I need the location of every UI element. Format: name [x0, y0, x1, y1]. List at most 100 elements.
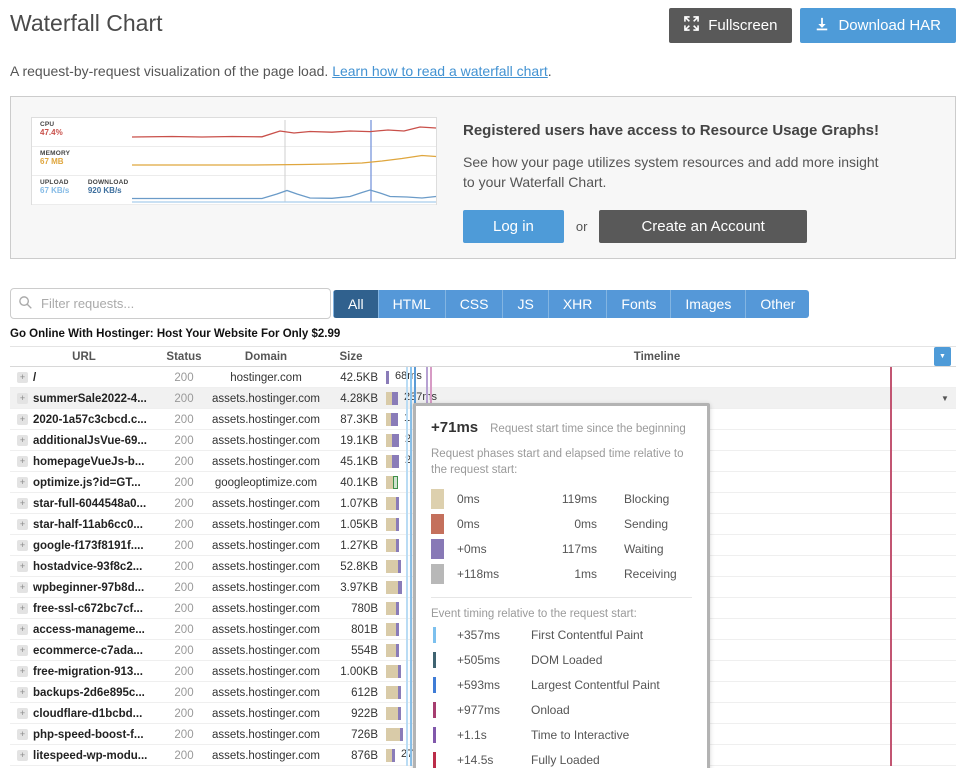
cpu-row: CPU 47.4%	[32, 118, 436, 147]
page-title: Waterfall Chart	[10, 10, 163, 36]
cpu-value: 47.4%	[40, 128, 63, 137]
url-cell: + additionalJsVue-69...	[10, 435, 158, 447]
filter-bar: All HTML CSS JS XHR Fonts	[10, 288, 956, 319]
expand-row-button[interactable]: +	[17, 498, 28, 509]
size-cell: 4.28KB	[340, 392, 378, 405]
url-cell: + php-speed-boost-f...	[10, 729, 158, 741]
expand-row-button[interactable]: +	[17, 645, 28, 656]
domain-cell: assets.hostinger.com	[211, 497, 321, 510]
expand-row-button[interactable]: +	[17, 393, 28, 404]
filter-tab[interactable]: HTML	[377, 289, 445, 318]
col-header-domain[interactable]: Domain	[244, 350, 288, 363]
status-cell: 200	[174, 665, 194, 678]
phase-row: +0ms 117ms Waiting	[431, 536, 692, 561]
phase-color-swatch	[431, 538, 444, 559]
url-cell: + star-full-6044548a0...	[10, 498, 158, 510]
request-phase-bars	[386, 392, 398, 405]
event-label: First Contentful Paint	[531, 628, 644, 643]
url-cell: + hostadvice-93f8c2...	[10, 561, 158, 573]
filter-tab[interactable]: JS	[502, 289, 548, 318]
expand-row-button[interactable]: +	[17, 519, 28, 530]
tooltip-header: +71ms Request start time since the begin…	[431, 419, 692, 436]
timeline-cell	[380, 577, 934, 598]
row-dropdown-caret[interactable]: ▼	[941, 394, 949, 403]
event-value: +357ms	[457, 628, 501, 643]
filter-tab[interactable]: CSS	[444, 289, 503, 318]
download-har-button[interactable]: Download HAR	[800, 8, 956, 43]
phase-color-swatch	[431, 513, 444, 534]
expand-row-button[interactable]: +	[17, 435, 28, 446]
expand-row-button[interactable]: +	[17, 540, 28, 551]
expand-row-button[interactable]: +	[17, 687, 28, 698]
domain-cell: googleoptimize.com	[214, 476, 318, 489]
filter-tab-label: CSS	[459, 295, 489, 312]
request-phase-bars	[386, 560, 401, 573]
status-cell: 200	[174, 434, 194, 447]
login-button[interactable]: Log in	[463, 210, 564, 244]
header-buttons: Fullscreen Download HAR	[669, 8, 956, 43]
status-cell: 200	[174, 497, 194, 510]
col-header-url[interactable]: URL	[72, 350, 96, 363]
expand-row-button[interactable]: +	[17, 456, 28, 467]
table-row[interactable]: + / 200 hostinger.com 42.5KB 68ms ▼	[10, 367, 956, 388]
url-cell: + 2020-1a57c3cbcd.c...	[10, 414, 158, 426]
event-value: +1.1s	[457, 728, 487, 743]
filter-requests-input[interactable]	[10, 288, 331, 319]
timeline-cell: 2	[380, 430, 934, 451]
col-header-timeline[interactable]: Timeline	[633, 350, 681, 363]
request-url: optimize.js?id=GT...	[33, 476, 141, 489]
expand-row-button[interactable]: +	[17, 414, 28, 425]
table-row[interactable]: + php-speed-boost-f... 200 assets.hostin…	[10, 724, 956, 745]
expand-row-button[interactable]: +	[17, 477, 28, 488]
domain-cell: assets.hostinger.com	[211, 728, 321, 741]
size-cell: 922B	[351, 707, 378, 720]
filter-tab-label: JS	[517, 295, 534, 312]
url-cell: + homepageVueJs-b...	[10, 456, 158, 468]
filter-tab[interactable]: XHR	[547, 289, 607, 318]
timeline-cell	[380, 703, 934, 724]
table-row[interactable]: + summerSale2022-4... 200 assets.hosting…	[10, 388, 956, 409]
tooltip-events: +357ms First Contentful Paint +505ms DOM…	[431, 623, 692, 768]
expand-row-button[interactable]: +	[17, 666, 28, 677]
status-cell: 200	[174, 518, 194, 531]
domain-cell: assets.hostinger.com	[211, 518, 321, 531]
filter-tab[interactable]: Other	[745, 289, 810, 318]
waterfall-table: URL Status Domain Size Timeline ▼ + / 20…	[10, 346, 956, 768]
expand-row-button[interactable]: +	[17, 372, 28, 383]
expand-row-button[interactable]: +	[17, 729, 28, 740]
size-cell: 19.1KB	[340, 434, 378, 447]
expand-row-button[interactable]: +	[17, 750, 28, 761]
url-cell: + google-f173f8191f....	[10, 540, 158, 552]
banner-cta: Log in or Create an Account	[463, 210, 893, 244]
filter-tab-label: Fonts	[621, 295, 657, 312]
phase-label: Blocking	[624, 491, 670, 506]
expand-row-button[interactable]: +	[17, 603, 28, 614]
request-url: free-migration-913...	[33, 665, 143, 678]
waterfall-help-link[interactable]: Learn how to read a waterfall chart	[332, 63, 548, 79]
filter-tab[interactable]: Fonts	[606, 289, 671, 318]
domain-cell: assets.hostinger.com	[211, 392, 321, 405]
request-url: access-manageme...	[33, 623, 145, 636]
expand-row-button[interactable]: +	[17, 561, 28, 572]
timeline-cell	[380, 493, 934, 514]
create-account-button[interactable]: Create an Account	[599, 210, 807, 244]
request-url: litespeed-wp-modu...	[33, 749, 148, 762]
col-header-status[interactable]: Status	[166, 350, 202, 363]
status-cell: 200	[174, 476, 194, 489]
url-cell: + cloudflare-d1bcbd...	[10, 708, 158, 720]
event-value: +505ms	[457, 653, 501, 668]
filter-tab[interactable]: All	[333, 289, 378, 318]
timeline-cell	[380, 598, 934, 619]
timeline-options-dropdown[interactable]: ▼	[934, 347, 951, 366]
timeline-cell	[380, 682, 934, 703]
request-url: backups-2d6e895c...	[33, 686, 145, 699]
download-pair: DOWNLOAD 920 KB/s	[88, 179, 129, 195]
expand-row-button[interactable]: +	[17, 708, 28, 719]
expand-row-button[interactable]: +	[17, 624, 28, 635]
filter-tab[interactable]: Images	[670, 289, 746, 318]
request-phase-bars	[386, 371, 389, 384]
fullscreen-button[interactable]: Fullscreen	[669, 8, 793, 43]
status-cell: 200	[174, 455, 194, 468]
expand-row-button[interactable]: +	[17, 582, 28, 593]
col-header-size[interactable]: Size	[339, 350, 363, 363]
